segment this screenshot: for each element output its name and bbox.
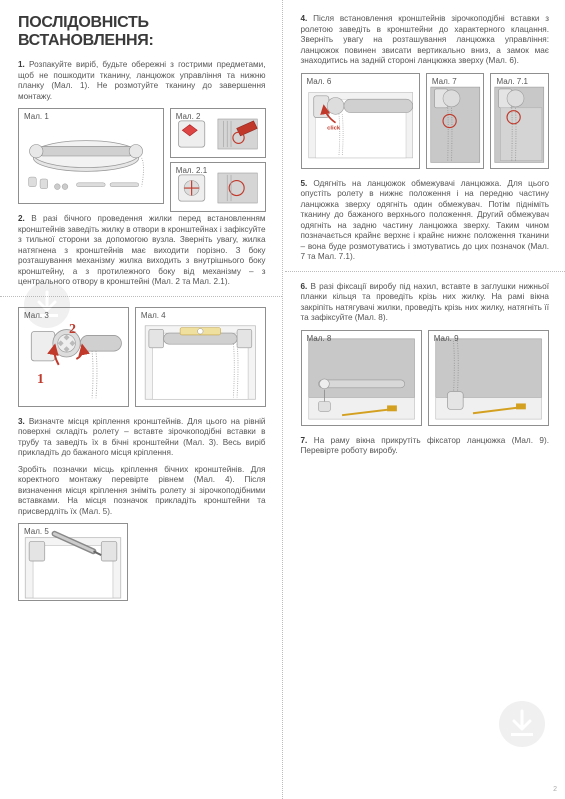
figure-9: Мал. 9	[428, 330, 549, 426]
fig71-illustration	[491, 74, 548, 168]
separator-right-1	[285, 271, 565, 272]
figure-4: Мал. 4	[135, 307, 266, 407]
figure-7: Мал. 7	[426, 73, 485, 169]
step-4-body: Після встановлення кронштейнів зірочкопо…	[301, 14, 550, 65]
right-column: 4. Після встановлення кронштейнів зірочк…	[283, 0, 565, 799]
fig8-label: Мал. 8	[307, 334, 332, 343]
fig3-num1: 1	[37, 372, 44, 388]
step-7-num: 7.	[301, 436, 308, 445]
step-1-text: 1. Розпакуйте виріб, будьте обережні з г…	[18, 60, 266, 102]
step-4-text: 4. Після встановлення кронштейнів зірочк…	[301, 14, 550, 67]
step-7-text: 7. На раму вікна прикрутіть фіксатор лан…	[301, 436, 550, 457]
watermark-icon-2	[497, 699, 547, 749]
fig3-label: Мал. 3	[24, 311, 49, 320]
step-5-num: 5.	[301, 179, 308, 188]
figure-1: Мал. 1	[18, 108, 164, 204]
left-column: ПОСЛІДОВНІСТЬ ВСТАНОВЛЕННЯ: 1. Розпакуйт…	[0, 0, 283, 799]
step-1-num: 1.	[18, 60, 25, 69]
step-1-body: Розпакуйте виріб, будьте обережні з гост…	[18, 60, 266, 101]
figure-2: Мал. 2	[170, 108, 266, 158]
figure-7-1: Мал. 7.1	[490, 73, 549, 169]
step-2-text: 2. В разі бічного проведення жилки перед…	[18, 214, 266, 288]
figure-2-1: Мал. 2.1	[170, 162, 266, 212]
watermark-icon	[22, 280, 72, 330]
step-5-body: Одягніть на ланцюжок обмежувачі ланцюжка…	[301, 179, 550, 262]
step-3-body: Визначте місця кріплення кронштейнів. Дл…	[18, 417, 266, 458]
step-6-body: В разі фіксації виробу під нахил, вставт…	[301, 282, 550, 323]
page-title: ПОСЛІДОВНІСТЬ ВСТАНОВЛЕННЯ:	[18, 14, 266, 50]
fig71-label: Мал. 7.1	[496, 77, 527, 86]
fig6-label: Мал. 6	[307, 77, 332, 86]
fig9-illustration	[429, 331, 548, 425]
step-7-body: На раму вікна прикрутіть фіксатор ланцюж…	[301, 436, 549, 456]
step-5-text: 5. Одягніть на ланцюжок обмежувачі ланцю…	[301, 179, 550, 263]
fig21-label: Мал. 2.1	[176, 166, 207, 175]
fig-row-8-9: Мал. 8 Мал. 9	[301, 330, 550, 426]
fig7-label: Мал. 7	[432, 77, 457, 86]
fig1-illustration	[19, 109, 163, 203]
fig1-label: Мал. 1	[24, 112, 49, 121]
step-3-num: 3.	[18, 417, 25, 426]
fig8-illustration	[302, 331, 421, 425]
fig6-illustration: click	[302, 74, 419, 168]
fig5-label: Мал. 5	[24, 527, 49, 536]
step-3b-text: Зробіть позначки місць кріплення бічних …	[18, 465, 266, 518]
step-6-text: 6. В разі фіксації виробу під нахил, вст…	[301, 282, 550, 324]
fig2-label: Мал. 2	[176, 112, 201, 121]
step-2-num: 2.	[18, 214, 25, 223]
fig9-label: Мал. 9	[434, 334, 459, 343]
fig7-illustration	[427, 74, 484, 168]
fig4-illustration	[136, 308, 265, 406]
fig4-label: Мал. 4	[141, 311, 166, 320]
fig-row-6-7: Мал. 6 click Мал. 7	[301, 73, 550, 169]
instruction-page: ПОСЛІДОВНІСТЬ ВСТАНОВЛЕННЯ: 1. Розпакуйт…	[0, 0, 565, 799]
figure-5: Мал. 5	[18, 523, 128, 601]
step-2-body: В разі бічного проведення жилки перед вс…	[18, 214, 266, 286]
step-6-num: 6.	[301, 282, 308, 291]
step-3-text: 3. Визначте місця кріплення кронштейнів.…	[18, 417, 266, 459]
click-label: click	[327, 125, 341, 131]
figure-8: Мал. 8	[301, 330, 422, 426]
figure-6: Мал. 6 click	[301, 73, 420, 169]
fig-row-1-2: Мал. 1 Мал. 2	[18, 108, 266, 204]
page-number: 2	[553, 786, 557, 793]
step-4-num: 4.	[301, 14, 308, 23]
fig-row-5: Мал. 5	[18, 523, 266, 601]
